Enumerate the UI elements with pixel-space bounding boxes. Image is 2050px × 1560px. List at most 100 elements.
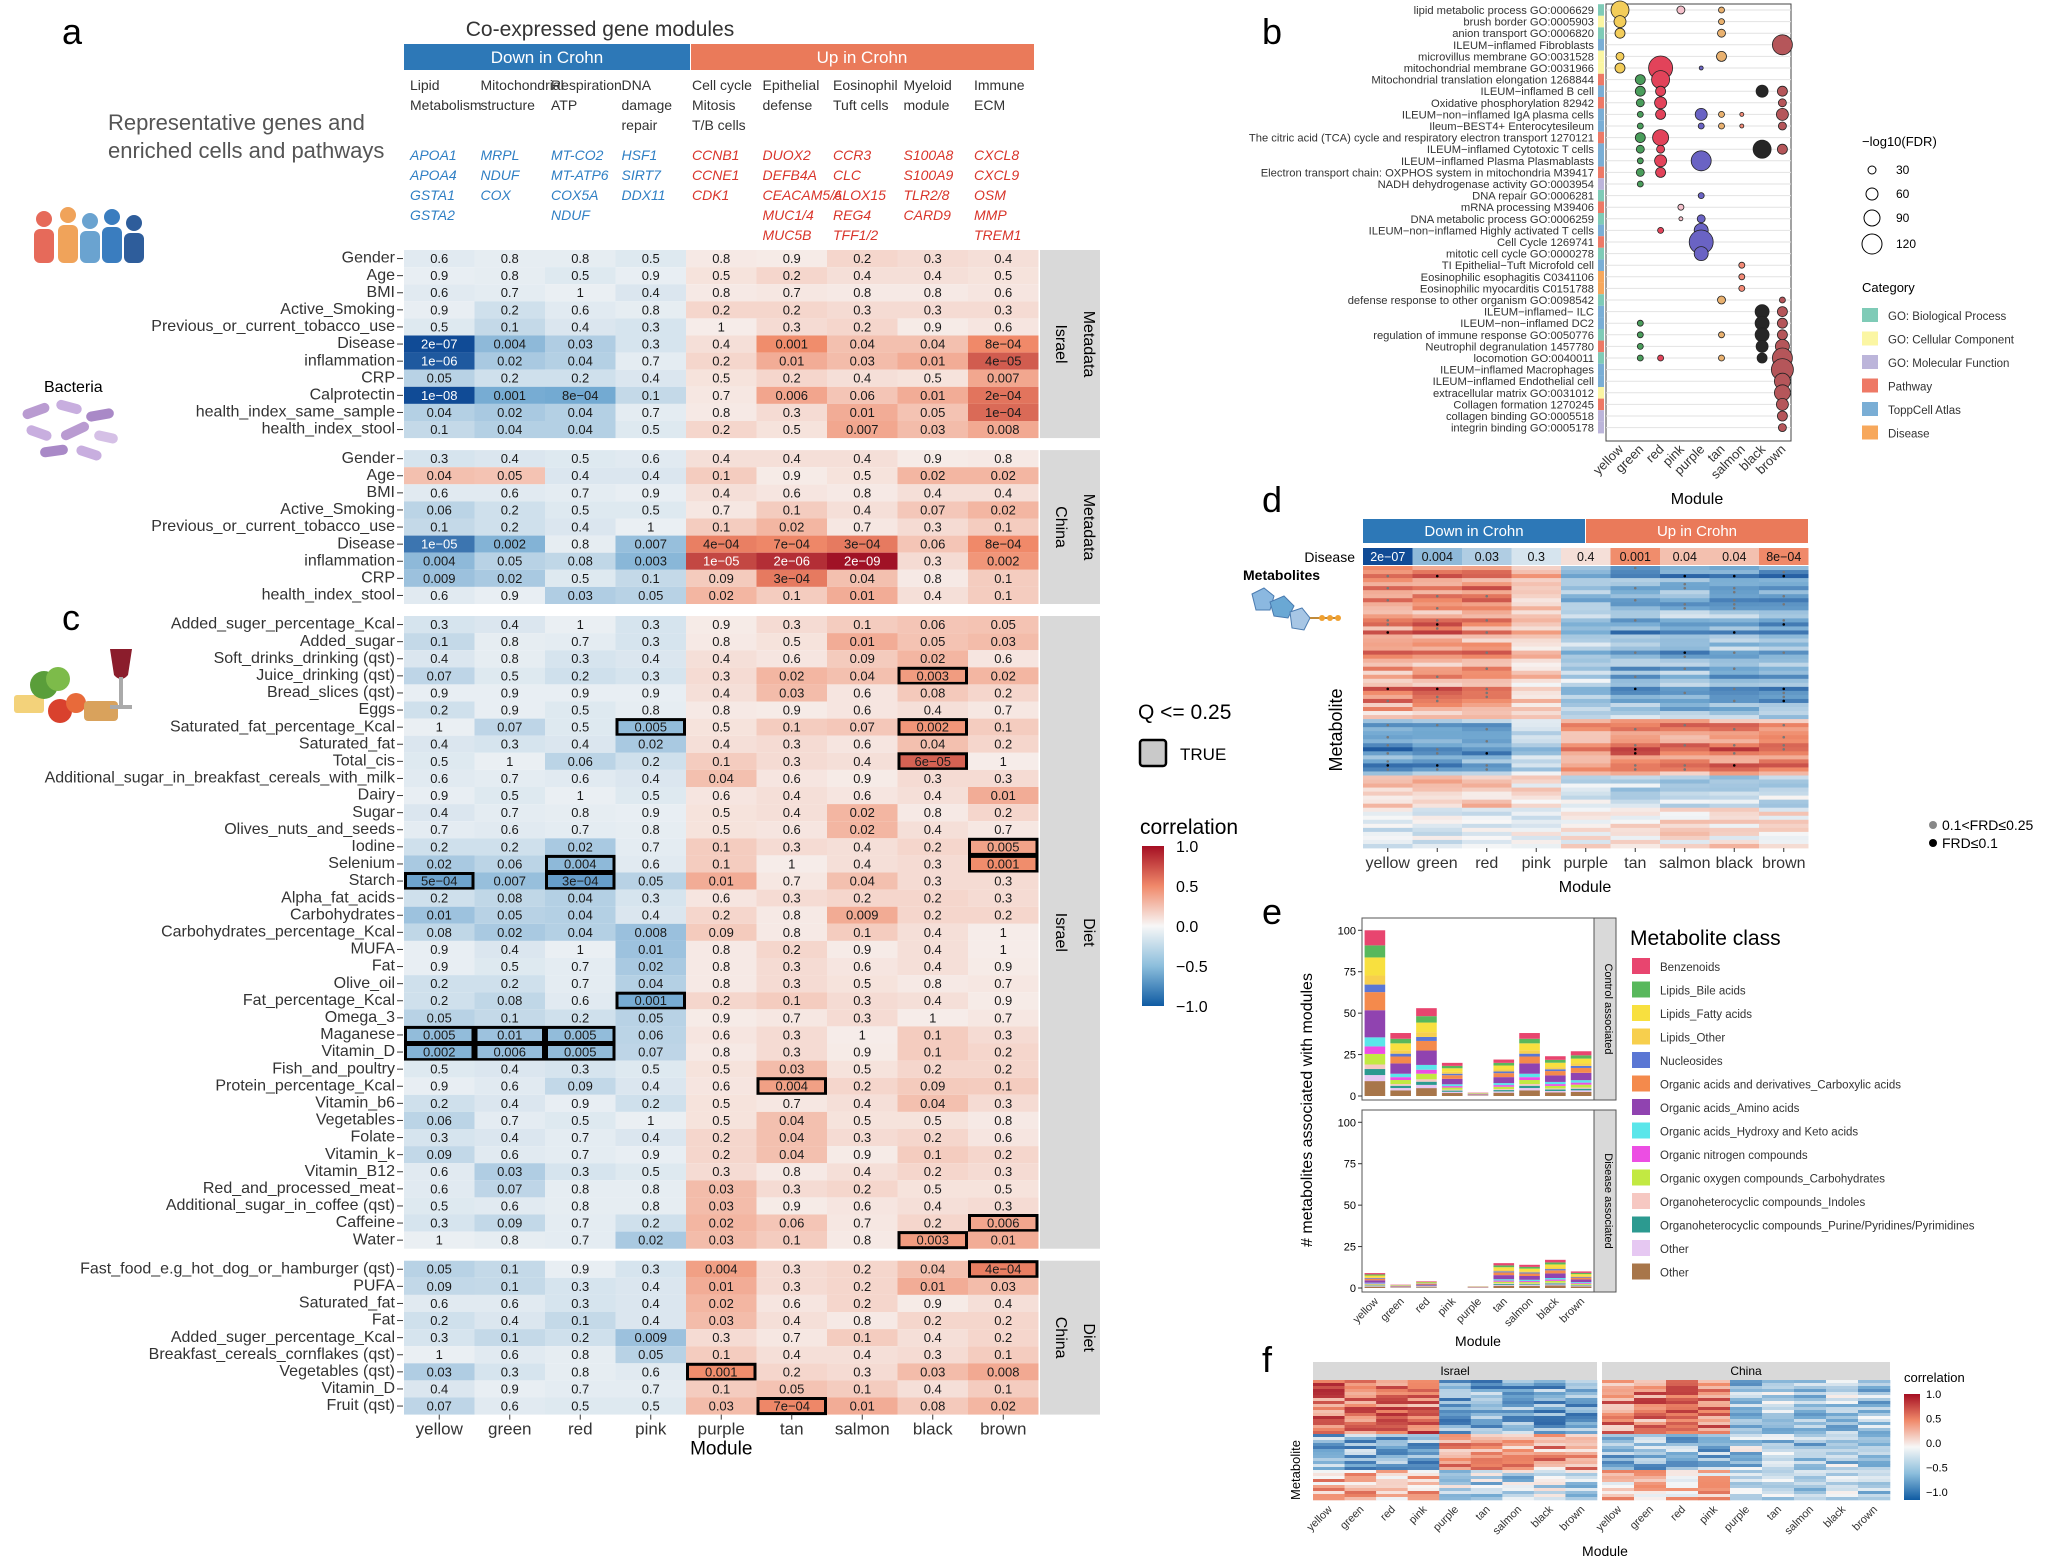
significant-cell-box xyxy=(897,718,968,737)
f-heat-cell xyxy=(1858,1440,1891,1444)
heat-cell xyxy=(756,1197,827,1215)
b-category-legend-swatch xyxy=(1862,331,1878,346)
d-significance-dot xyxy=(1435,748,1439,751)
x-tick-label-green: green xyxy=(488,1420,531,1439)
d-heat-cell xyxy=(1462,731,1512,736)
f-heat-cell xyxy=(1470,1470,1503,1474)
f-heat-cell xyxy=(1376,1458,1408,1462)
d-heat-cell xyxy=(1759,795,1809,801)
f-heat-cell xyxy=(1666,1416,1699,1420)
heat-cell-value: 0.3 xyxy=(430,1330,448,1345)
d-heat-cell xyxy=(1363,791,1413,797)
f-heat-cell xyxy=(1858,1419,1891,1423)
heat-cell xyxy=(615,975,686,993)
f-heat-cell xyxy=(1698,1434,1731,1438)
d-heat-cell xyxy=(1561,678,1611,684)
heat-cell-value: 2e−06 xyxy=(773,554,810,569)
facet-label-cohort: Israel xyxy=(1052,913,1069,952)
d-heat-cell xyxy=(1561,835,1611,841)
d-heat-cell xyxy=(1561,594,1611,599)
heat-cell xyxy=(545,787,616,805)
heat-cell-value: 0.001 xyxy=(705,1364,738,1379)
f-heat-cell xyxy=(1858,1497,1891,1501)
f-heat-cell xyxy=(1344,1437,1377,1441)
row-label: Selenium xyxy=(328,855,395,872)
f-heat-cell xyxy=(1698,1383,1731,1387)
e-bar-segment xyxy=(1416,1040,1437,1051)
heat-cell xyxy=(404,616,475,634)
heat-cell xyxy=(968,1146,1039,1164)
d-heat-cell xyxy=(1511,707,1561,712)
heat-cell-value: 0.8 xyxy=(712,634,730,649)
heat-cell-value: 0.5 xyxy=(430,319,448,334)
heat-cell xyxy=(686,369,757,387)
heat-cell xyxy=(827,838,898,856)
heat-cell xyxy=(474,552,545,570)
heat-cell-value: 0.3 xyxy=(571,1279,589,1294)
f-heat-cell xyxy=(1470,1428,1503,1432)
heat-cell xyxy=(686,1380,757,1398)
e-bar-segment xyxy=(1390,1063,1411,1074)
d-significance-dot xyxy=(1633,748,1637,751)
heat-cell-value: 0.001 xyxy=(493,388,526,403)
f-heat-cell xyxy=(1439,1476,1472,1480)
d-heat-cell xyxy=(1660,711,1710,716)
e-bar-segment xyxy=(1467,1094,1489,1095)
f-heat-cell xyxy=(1858,1425,1891,1429)
heat-cell xyxy=(897,992,968,1010)
e-legend-label: Organoheterocyclic compounds_Indoles xyxy=(1660,1197,1865,1209)
f-heat-cell xyxy=(1470,1446,1503,1450)
b-category-legend-label: GO: Biological Process xyxy=(1888,311,2006,323)
heat-cell-value: 0.5 xyxy=(853,1113,871,1128)
panel-letter-a: a xyxy=(62,11,83,52)
f-heat-cell xyxy=(1565,1407,1598,1411)
heat-cell-value: 5e−04 xyxy=(421,873,458,888)
d-heat-cell xyxy=(1709,783,1759,788)
d-heat-cell xyxy=(1709,731,1759,736)
e-x-tick-label: salmon xyxy=(1502,1296,1536,1330)
heat-cell xyxy=(404,1231,475,1249)
heat-cell-value: 0.1 xyxy=(501,1279,519,1294)
f-heat-cell xyxy=(1826,1389,1859,1393)
heat-cell xyxy=(615,1060,686,1078)
heat-cell xyxy=(404,906,475,924)
f-heat-cell xyxy=(1344,1485,1377,1489)
heat-cell-value: 0.5 xyxy=(571,720,589,735)
b-enrichment-dot xyxy=(1739,112,1745,117)
e-bar-segment xyxy=(1390,1077,1411,1081)
heat-cell xyxy=(404,769,475,787)
b-category-swatch xyxy=(1598,73,1604,86)
f-heat-cell xyxy=(1698,1422,1731,1426)
d-significance-dot xyxy=(1782,602,1786,606)
f-heat-cell xyxy=(1858,1392,1891,1396)
d-heat-cell xyxy=(1709,723,1759,728)
d-heat-cell xyxy=(1709,747,1759,752)
d-heat-cell xyxy=(1759,578,1809,583)
heat-cell-value: 0.3 xyxy=(430,1215,448,1230)
heat-cell-value: 0.6 xyxy=(783,1296,801,1311)
f-heat-cell xyxy=(1565,1431,1598,1435)
e-bar-segment xyxy=(1441,1086,1463,1088)
e-bar-segment xyxy=(1364,1284,1386,1286)
heat-cell-value: 0.04 xyxy=(568,891,593,906)
b-category-legend-swatch xyxy=(1862,378,1878,393)
heat-cell xyxy=(686,1397,757,1415)
heat-cell-value: 1 xyxy=(859,1027,866,1042)
f-heat-cell xyxy=(1858,1473,1891,1477)
heat-cell xyxy=(686,684,757,702)
f-heat-cell xyxy=(1666,1386,1699,1390)
f-heat-cell xyxy=(1762,1416,1795,1420)
heat-cell-value: 0.8 xyxy=(783,1164,801,1179)
heat-cell-value: 0.6 xyxy=(501,822,519,837)
d-legend-fdr-025: 0.1<FRD≤0.25 xyxy=(1942,817,2034,833)
heat-cell xyxy=(615,535,686,553)
heat-cell xyxy=(827,586,898,604)
corr-legend-tick: 1.0 xyxy=(1176,839,1198,856)
f-heat-cell xyxy=(1344,1440,1377,1444)
d-significance-dot xyxy=(1683,691,1687,695)
f-heat-cell xyxy=(1666,1479,1699,1483)
e-bar-segment xyxy=(1416,1073,1437,1080)
d-down-banner xyxy=(1363,519,1585,543)
heat-cell xyxy=(827,787,898,805)
d-heat-cell xyxy=(1610,698,1660,704)
